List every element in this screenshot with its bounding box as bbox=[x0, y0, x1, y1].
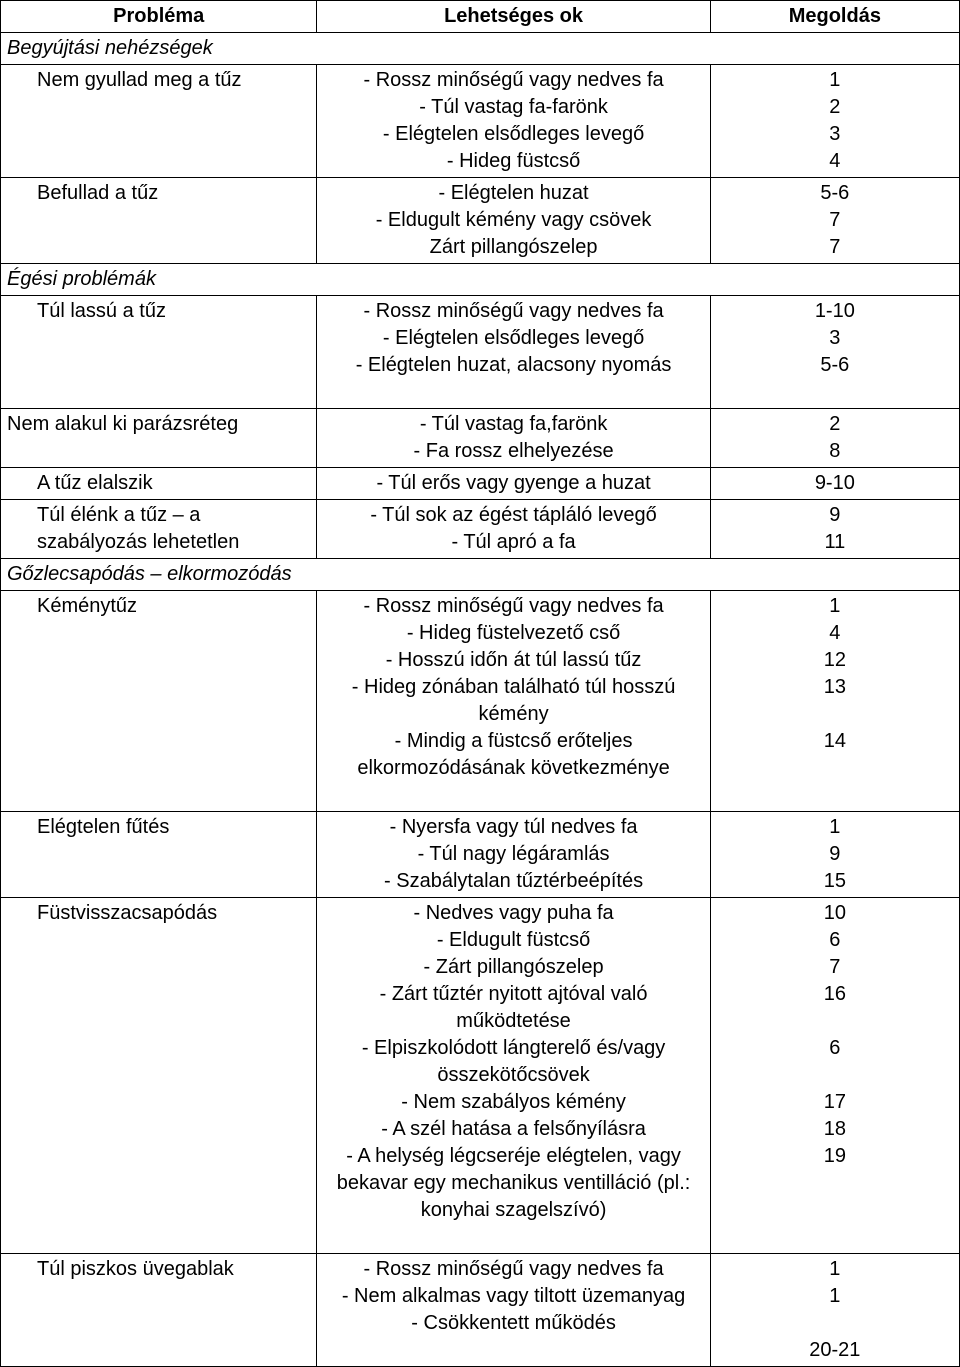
cause-cell: - Túl sok az égést tápláló levegő- Túl a… bbox=[317, 500, 710, 559]
section-row: Gőzlecsapódás – elkormozódás bbox=[1, 559, 960, 591]
header-solution: Megoldás bbox=[710, 1, 959, 33]
solution-cell: 911 bbox=[710, 500, 959, 559]
troubleshooting-table: Probléma Lehetséges ok Megoldás Begyújtá… bbox=[0, 0, 960, 1367]
table-row: A tűz elalszik- Túl erős vagy gyenge a h… bbox=[1, 468, 960, 500]
table-row: Füstvisszacsapódás- Nedves vagy puha fa-… bbox=[1, 898, 960, 1254]
problem-cell: Túl piszkos üvegablak bbox=[1, 1254, 317, 1367]
problem-cell: Nem gyullad meg a tűz bbox=[1, 65, 317, 178]
section-title: Begyújtási nehézségek bbox=[1, 33, 960, 65]
table-row: Kéménytűz- Rossz minőségű vagy nedves fa… bbox=[1, 591, 960, 812]
solution-cell: 141213 14 bbox=[710, 591, 959, 812]
problem-cell: A tűz elalszik bbox=[1, 468, 317, 500]
header-cause: Lehetséges ok bbox=[317, 1, 710, 33]
section-row: Begyújtási nehézségek bbox=[1, 33, 960, 65]
problem-cell: Túl lassú a tűz bbox=[1, 296, 317, 409]
table-row: Nem alakul ki parázsréteg- Túl vastag fa… bbox=[1, 409, 960, 468]
problem-cell: Kéménytűz bbox=[1, 591, 317, 812]
problem-cell: Elégtelen fűtés bbox=[1, 812, 317, 898]
cause-cell: - Nyersfa vagy túl nedves fa- Túl nagy l… bbox=[317, 812, 710, 898]
table-row: Elégtelen fűtés- Nyersfa vagy túl nedves… bbox=[1, 812, 960, 898]
problem-cell: Füstvisszacsapódás bbox=[1, 898, 317, 1254]
table-row: Befullad a tűz- Elégtelen huzat- Eldugul… bbox=[1, 178, 960, 264]
solution-cell: 5-677 bbox=[710, 178, 959, 264]
solution-cell: 9-10 bbox=[710, 468, 959, 500]
cause-cell: - Túl vastag fa,farönk- Fa rossz elhelye… bbox=[317, 409, 710, 468]
cause-cell: - Rossz minőségű vagy nedves fa- Elégtel… bbox=[317, 296, 710, 409]
cause-cell: - Elégtelen huzat- Eldugult kémény vagy … bbox=[317, 178, 710, 264]
solution-cell: 28 bbox=[710, 409, 959, 468]
solution-cell: 1234 bbox=[710, 65, 959, 178]
table-header-row: Probléma Lehetséges ok Megoldás bbox=[1, 1, 960, 33]
problem-cell: Túl élénk a tűz – a szabályozás lehetetl… bbox=[1, 500, 317, 559]
cause-cell: - Rossz minőségű vagy nedves fa- Hideg f… bbox=[317, 591, 710, 812]
solution-cell: 106716 6 171819 bbox=[710, 898, 959, 1254]
section-title: Gőzlecsapódás – elkormozódás bbox=[1, 559, 960, 591]
cause-cell: - Rossz minőségű vagy nedves fa- Túl vas… bbox=[317, 65, 710, 178]
section-row: Égési problémák bbox=[1, 264, 960, 296]
section-title: Égési problémák bbox=[1, 264, 960, 296]
solution-cell: 1915 bbox=[710, 812, 959, 898]
solution-cell: 1-1035-6 bbox=[710, 296, 959, 409]
solution-cell: 11 20-21 bbox=[710, 1254, 959, 1367]
problem-cell: Nem alakul ki parázsréteg bbox=[1, 409, 317, 468]
cause-cell: - Nedves vagy puha fa- Eldugult füstcső-… bbox=[317, 898, 710, 1254]
table-row: Túl piszkos üvegablak- Rossz minőségű va… bbox=[1, 1254, 960, 1367]
table-row: Nem gyullad meg a tűz- Rossz minőségű va… bbox=[1, 65, 960, 178]
table-row: Túl lassú a tűz- Rossz minőségű vagy ned… bbox=[1, 296, 960, 409]
cause-cell: - Túl erős vagy gyenge a huzat bbox=[317, 468, 710, 500]
table-row: Túl élénk a tűz – a szabályozás lehetetl… bbox=[1, 500, 960, 559]
cause-cell: - Rossz minőségű vagy nedves fa- Nem alk… bbox=[317, 1254, 710, 1367]
problem-cell: Befullad a tűz bbox=[1, 178, 317, 264]
header-problem: Probléma bbox=[1, 1, 317, 33]
